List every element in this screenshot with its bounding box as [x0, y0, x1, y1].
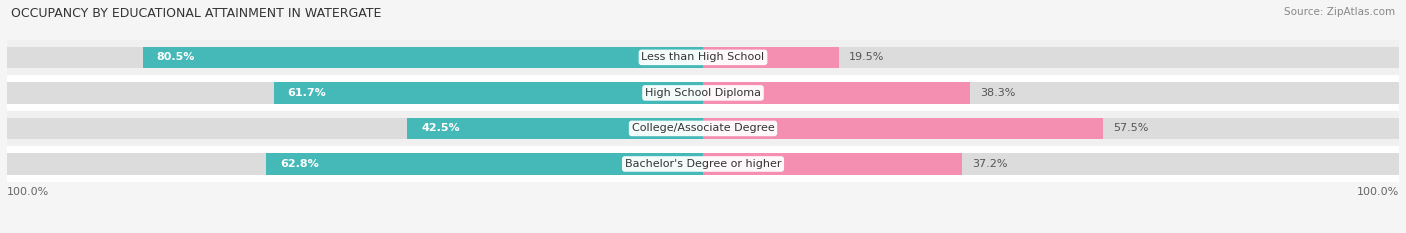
Bar — [266, 153, 703, 175]
Bar — [7, 146, 1399, 182]
Bar — [7, 82, 703, 104]
Bar — [274, 82, 703, 104]
Text: High School Diploma: High School Diploma — [645, 88, 761, 98]
Text: 100.0%: 100.0% — [1357, 187, 1399, 197]
Text: 100.0%: 100.0% — [7, 187, 49, 197]
Text: 37.2%: 37.2% — [973, 159, 1008, 169]
Bar — [7, 40, 1399, 75]
Bar — [703, 118, 1399, 139]
Bar — [7, 118, 703, 139]
Text: OCCUPANCY BY EDUCATIONAL ATTAINMENT IN WATERGATE: OCCUPANCY BY EDUCATIONAL ATTAINMENT IN W… — [11, 7, 381, 20]
Bar — [7, 47, 703, 68]
Bar — [143, 47, 703, 68]
Text: 19.5%: 19.5% — [849, 52, 884, 62]
Text: College/Associate Degree: College/Associate Degree — [631, 123, 775, 134]
Bar — [703, 82, 970, 104]
Bar — [408, 118, 703, 139]
Bar — [703, 118, 1104, 139]
Bar — [7, 153, 703, 175]
Bar — [703, 82, 1399, 104]
Bar — [703, 153, 1399, 175]
Bar — [703, 47, 839, 68]
Text: 61.7%: 61.7% — [287, 88, 326, 98]
Bar — [703, 47, 1399, 68]
Bar — [7, 111, 1399, 146]
Text: 38.3%: 38.3% — [980, 88, 1015, 98]
Text: Less than High School: Less than High School — [641, 52, 765, 62]
Bar — [703, 153, 962, 175]
Text: 57.5%: 57.5% — [1114, 123, 1149, 134]
Text: 80.5%: 80.5% — [156, 52, 195, 62]
Text: 62.8%: 62.8% — [280, 159, 319, 169]
Text: Bachelor's Degree or higher: Bachelor's Degree or higher — [624, 159, 782, 169]
Bar — [7, 75, 1399, 111]
Text: 42.5%: 42.5% — [422, 123, 460, 134]
Text: Source: ZipAtlas.com: Source: ZipAtlas.com — [1284, 7, 1395, 17]
